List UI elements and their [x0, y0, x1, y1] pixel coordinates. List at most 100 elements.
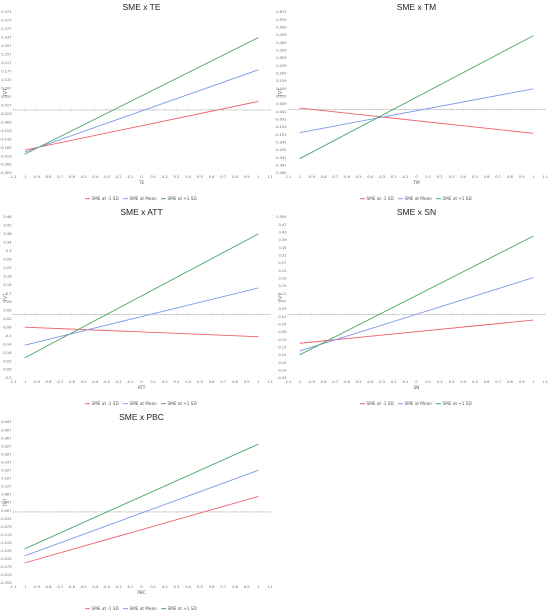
y-tick-label-te: 0.257 [1, 53, 11, 57]
x-tick-label-te: -0.3 [103, 175, 110, 179]
x-tick-label-sn: 0.2 [437, 380, 443, 384]
x-tick-label-pbc: -0.4 [91, 585, 99, 589]
x-tick-label-sn: 0.9 [519, 380, 525, 384]
x-tick-label-tm: 0.1 [425, 175, 431, 179]
series-line-high-sn [299, 235, 534, 356]
x-tick-label-pbc: 0.7 [220, 585, 226, 589]
x-tick-label-att: -0.7 [56, 380, 63, 384]
x-tick-label-te: -1.1 [9, 175, 16, 179]
x-tick-label-sn: -0.6 [343, 380, 351, 384]
y-tick-label-sn: -0.01 [277, 315, 286, 319]
legend-label-high-sn: SME at +1 SD [443, 401, 472, 406]
x-tick-label-sn: -0.2 [390, 380, 397, 384]
y-tick-label-att: -0.3 [4, 376, 11, 380]
chart-title-att: SME x ATT [120, 207, 162, 217]
y-tick-label-tm: 0.059 [276, 95, 287, 99]
y-axis-title-te: TVT [3, 88, 8, 97]
x-tick-label-att: 0.8 [232, 380, 238, 384]
chart-panel-pbc: SME x PBC 0.447 0.407 0.367 0.327 0.287 0.247 0… [0, 410, 275, 615]
y-tick-label-te: -0.263 [0, 163, 12, 167]
x-tick-label-att: -0.3 [103, 380, 110, 384]
y-tick-label-te: 0.417 [1, 19, 11, 23]
legend-label-mean-tm: SME at Mean [405, 196, 433, 201]
x-tick-label-sn: -0.8 [320, 380, 328, 384]
y-tick-label-sn: -0.09 [277, 330, 287, 334]
y-tick-label-att: 0.02 [3, 308, 11, 312]
series-line-low-tm [299, 107, 534, 134]
y-tick-label-pbc: 0.367 [1, 436, 11, 440]
x-tick-label-att: -1 [23, 380, 27, 384]
x-tick-label-sn: -0.9 [308, 380, 316, 384]
x-tick-label-pbc: 0.3 [174, 585, 180, 589]
chart-title-pbc: SME x PBC [119, 412, 164, 422]
x-tick-label-tm: 0.3 [449, 175, 455, 179]
x-tick-label-att: 0.3 [174, 380, 180, 384]
chart-title-te: SME x TE [122, 2, 160, 12]
x-tick-label-pbc: -0.5 [80, 585, 87, 589]
y-axis-title-pbc: TVT [3, 498, 8, 507]
y-tick-label-tm: -0.440 [275, 171, 287, 175]
x-axis-title-sn: SN [414, 385, 420, 390]
legend-label-high-pbc: SME at +1 SD [168, 606, 197, 611]
x-tick-label-sn: -0.5 [355, 380, 362, 384]
x-tick-label-tm: -1 [298, 175, 302, 179]
x-tick-label-tm: 1.1 [542, 175, 548, 179]
y-tick-label-att: 0.42 [3, 224, 11, 228]
legend-label-mean-pbc: SME at Mean [130, 606, 158, 611]
y-tick-label-att: -0.18 [2, 351, 12, 355]
legend-label-low-tm: SME at -1 SD [367, 196, 394, 201]
y-tick-label-sn: -0.21 [277, 353, 286, 357]
x-tick-label-tm: 0.8 [507, 175, 513, 179]
x-tick-label-tm: 0.5 [472, 175, 478, 179]
legend-label-mean-sn: SME at Mean [405, 401, 433, 406]
y-tick-label-sn: -0.13 [277, 338, 286, 342]
legend-label-low-att: SME at -1 SD [92, 401, 119, 406]
x-tick-label-te: 0.4 [185, 175, 191, 179]
y-tick-label-pbc: 0.007 [1, 509, 11, 513]
x-tick-label-pbc: -0.7 [56, 585, 63, 589]
series-line-low-pbc [24, 496, 259, 564]
x-tick-label-pbc: -0.6 [68, 585, 76, 589]
series-line-low-sn [299, 319, 534, 344]
x-tick-label-tm: 0.2 [437, 175, 443, 179]
series-line-high-te [24, 37, 259, 155]
x-tick-label-te: -0.5 [80, 175, 87, 179]
y-tick-label-te: 0.057 [1, 95, 11, 99]
y-tick-label-pbc: 0.327 [1, 444, 11, 448]
legend-label-high-att: SME at +1 SD [168, 401, 197, 406]
chart-svg-pbc: SME x PBC 0.447 0.407 0.367 0.327 0.287 0.247 0… [0, 412, 273, 611]
y-tick-label-te: 0.137 [1, 78, 11, 82]
x-tick-label-te: 0.3 [174, 175, 180, 179]
x-tick-label-te: 0 [140, 175, 143, 179]
x-tick-label-pbc: 0.8 [232, 585, 238, 589]
x-tick-label-tm: -0.8 [320, 175, 328, 179]
series-line-low-te [24, 101, 259, 151]
y-tick-label-te: 0.217 [1, 61, 11, 65]
x-tick-label-sn: 1.1 [542, 380, 548, 384]
x-tick-label-sn: 0.8 [507, 380, 513, 384]
x-tick-label-te: -0.1 [126, 175, 133, 179]
x-tick-label-te: -0.9 [33, 175, 41, 179]
chart-panel-te: SME x TE 0.471 0.417 0.377 0.337 0.297 0.257 0.… [0, 0, 275, 205]
x-axis-title-te: TE [138, 180, 145, 185]
x-tick-label-att: -0.5 [80, 380, 87, 384]
x-tick-label-tm: -1.1 [284, 175, 291, 179]
y-tick-label-tm: -0.391 [275, 164, 287, 168]
y-tick-label-sn: 0.19 [278, 277, 287, 281]
y-tick-label-tm: 0.673 [276, 10, 286, 14]
y-tick-label-sn: 0.23 [278, 269, 286, 273]
chart-svg-sn: SME x SN0.5040.470.430.390.350.310.270.2… [276, 207, 548, 406]
x-tick-label-te: -0.6 [68, 175, 76, 179]
y-tick-label-pbc: -0.353 [0, 581, 12, 585]
x-tick-label-tm: -0.9 [308, 175, 316, 179]
y-tick-label-att: 0.26 [3, 258, 12, 262]
y-tick-label-tm: -0.341 [275, 156, 287, 160]
x-tick-label-pbc: -1.1 [9, 585, 16, 589]
x-tick-label-att: -1.1 [9, 380, 16, 384]
y-tick-label-pbc: -0.273 [0, 565, 12, 569]
x-tick-label-att: 0.7 [220, 380, 226, 384]
x-tick-label-te: -0.4 [91, 175, 99, 179]
y-tick-label-pbc: 0.087 [1, 493, 11, 497]
x-tick-label-sn: 0.3 [449, 380, 455, 384]
y-tick-label-att: 0.14 [3, 283, 12, 287]
